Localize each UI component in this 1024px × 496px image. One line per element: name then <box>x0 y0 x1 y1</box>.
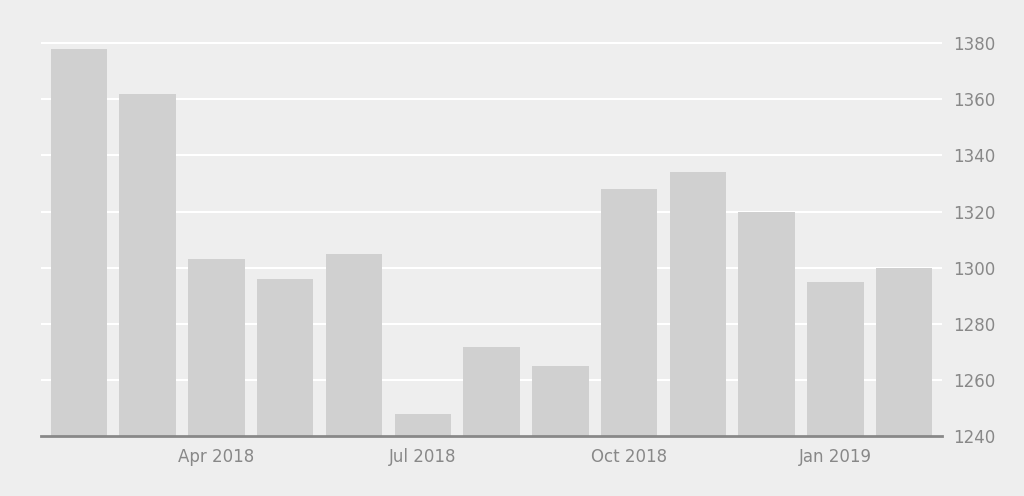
Bar <box>120 94 176 436</box>
Bar <box>670 172 726 436</box>
Bar <box>50 49 106 436</box>
Bar <box>738 212 795 436</box>
Bar <box>394 414 451 436</box>
Bar <box>601 189 657 436</box>
Bar <box>807 282 863 436</box>
Bar <box>877 268 933 436</box>
Bar <box>188 259 245 436</box>
Bar <box>326 254 382 436</box>
Bar <box>257 279 313 436</box>
Bar <box>463 347 520 436</box>
Bar <box>532 366 589 436</box>
